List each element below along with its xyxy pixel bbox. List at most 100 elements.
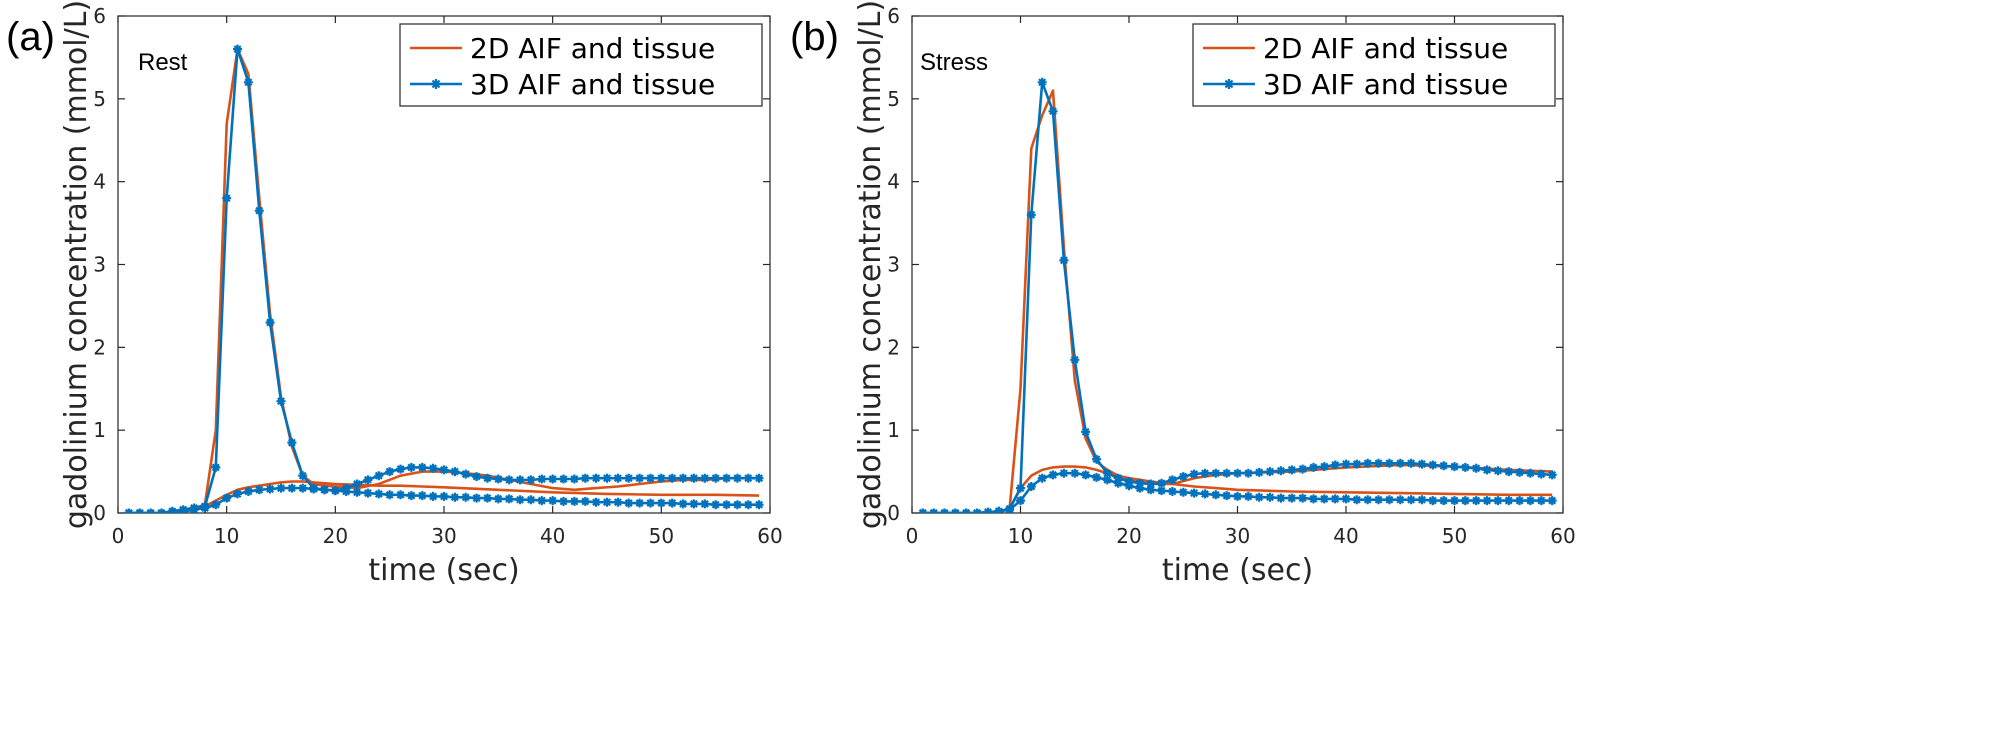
data-point-marker xyxy=(722,473,731,483)
data-point-marker xyxy=(1384,495,1394,505)
y-tick-label: 4 xyxy=(887,170,900,194)
data-point-marker xyxy=(1319,462,1329,472)
data-point-marker xyxy=(211,500,221,510)
data-point-marker xyxy=(591,497,601,507)
data-point-marker xyxy=(233,44,242,54)
data-point-marker xyxy=(1200,489,1210,499)
chart-panel-1: 0 10 20 30 40 50 60 0 1 2 3 4 5 6 time (sec) gadolinium… xyxy=(6,0,783,588)
data-point-marker xyxy=(396,464,405,474)
data-point-marker xyxy=(1124,481,1134,491)
data-point-marker xyxy=(754,500,764,510)
data-point-marker xyxy=(1298,493,1308,503)
data-point-marker xyxy=(1157,486,1166,496)
data-point-marker xyxy=(1309,462,1318,472)
data-point-marker xyxy=(472,493,482,503)
x-tick-label: 10 xyxy=(1008,524,1033,548)
data-point-marker xyxy=(178,506,188,513)
data-point-marker xyxy=(1352,495,1362,505)
data-point-marker xyxy=(146,508,156,513)
data-point-marker xyxy=(1395,458,1405,468)
data-point-marker xyxy=(1081,427,1091,437)
data-point-marker xyxy=(515,495,525,505)
legend-box xyxy=(1192,23,1556,107)
data-point-marker xyxy=(200,503,210,513)
data-point-marker xyxy=(624,473,634,483)
y-tick-label: 2 xyxy=(93,335,106,359)
data-point-marker xyxy=(1395,495,1405,505)
chart-panel-2: 0 10 20 30 40 50 60 0 1 2 3 4 5 6 time (sec) gadolinium… xyxy=(790,0,1576,588)
data-point-marker xyxy=(450,467,460,477)
data-point-marker xyxy=(1428,460,1438,470)
data-point-marker xyxy=(1493,466,1503,476)
series-line xyxy=(922,465,1553,513)
data-point-marker xyxy=(189,505,199,513)
data-point-marker xyxy=(276,396,286,406)
data-point-marker xyxy=(417,462,427,472)
data-point-marker xyxy=(732,500,742,510)
legend-entry: 3D AIF and tissue xyxy=(470,68,715,101)
data-point-marker xyxy=(135,508,145,513)
data-point-marker xyxy=(1525,496,1535,506)
data-point-marker xyxy=(646,498,655,508)
data-point-marker xyxy=(569,496,579,506)
data-point-marker xyxy=(569,474,579,484)
data-point-marker xyxy=(1254,467,1264,477)
legend-box xyxy=(399,23,763,107)
data-point-marker xyxy=(1493,496,1503,506)
data-point-marker xyxy=(1309,494,1318,504)
x-tick-label: 10 xyxy=(214,524,239,548)
data-point-marker xyxy=(1178,472,1188,482)
data-point-marker xyxy=(929,508,939,513)
data-point-marker xyxy=(1189,469,1199,479)
x-tick-label: 40 xyxy=(1333,524,1358,548)
data-point-marker xyxy=(602,473,612,483)
panel-annotation: Rest xyxy=(138,49,188,76)
data-point-marker xyxy=(1016,496,1025,506)
data-point-marker xyxy=(994,506,1004,513)
data-point-marker xyxy=(439,491,449,501)
data-point-marker xyxy=(1146,479,1156,489)
data-point-marker xyxy=(1515,467,1525,477)
data-point-marker xyxy=(352,487,362,497)
data-point-marker xyxy=(1102,475,1112,485)
data-point-marker xyxy=(406,491,416,501)
data-point-marker xyxy=(591,473,601,483)
data-point-marker xyxy=(1417,495,1427,505)
data-point-marker xyxy=(1287,493,1297,503)
data-point-marker xyxy=(1406,495,1416,505)
panel-label: (a) xyxy=(6,15,55,59)
data-point-marker xyxy=(352,479,362,489)
data-point-marker xyxy=(1048,106,1058,116)
data-point-marker xyxy=(1037,77,1047,87)
data-point-marker xyxy=(1482,496,1492,506)
y-tick-label: 6 xyxy=(93,4,106,28)
data-point-marker xyxy=(1222,468,1232,478)
data-point-marker xyxy=(1254,492,1264,502)
data-point-marker xyxy=(635,498,645,508)
data-point-marker xyxy=(1265,492,1275,502)
data-point-marker xyxy=(1233,491,1242,501)
y-tick-label: 5 xyxy=(887,87,900,111)
legend-marker xyxy=(1224,79,1234,89)
data-point-marker xyxy=(1450,462,1459,472)
y-tick-label: 5 xyxy=(93,87,106,111)
x-tick-label: 60 xyxy=(757,524,782,548)
data-point-marker xyxy=(700,473,710,483)
data-point-marker xyxy=(667,473,677,483)
data-point-marker xyxy=(1211,468,1221,478)
data-point-marker xyxy=(548,496,558,506)
data-point-marker xyxy=(1450,496,1459,506)
data-point-marker xyxy=(1135,483,1145,493)
data-point-marker xyxy=(1233,468,1242,478)
data-point-marker xyxy=(461,469,471,479)
data-point-marker xyxy=(254,485,264,495)
data-point-marker xyxy=(298,471,308,481)
data-point-marker xyxy=(298,483,308,493)
data-point-marker xyxy=(1211,490,1221,500)
y-tick-label: 3 xyxy=(887,253,900,277)
data-point-marker xyxy=(940,508,949,513)
data-point-marker xyxy=(1048,470,1058,480)
data-point-marker xyxy=(1092,454,1101,464)
data-point-marker xyxy=(265,318,275,327)
